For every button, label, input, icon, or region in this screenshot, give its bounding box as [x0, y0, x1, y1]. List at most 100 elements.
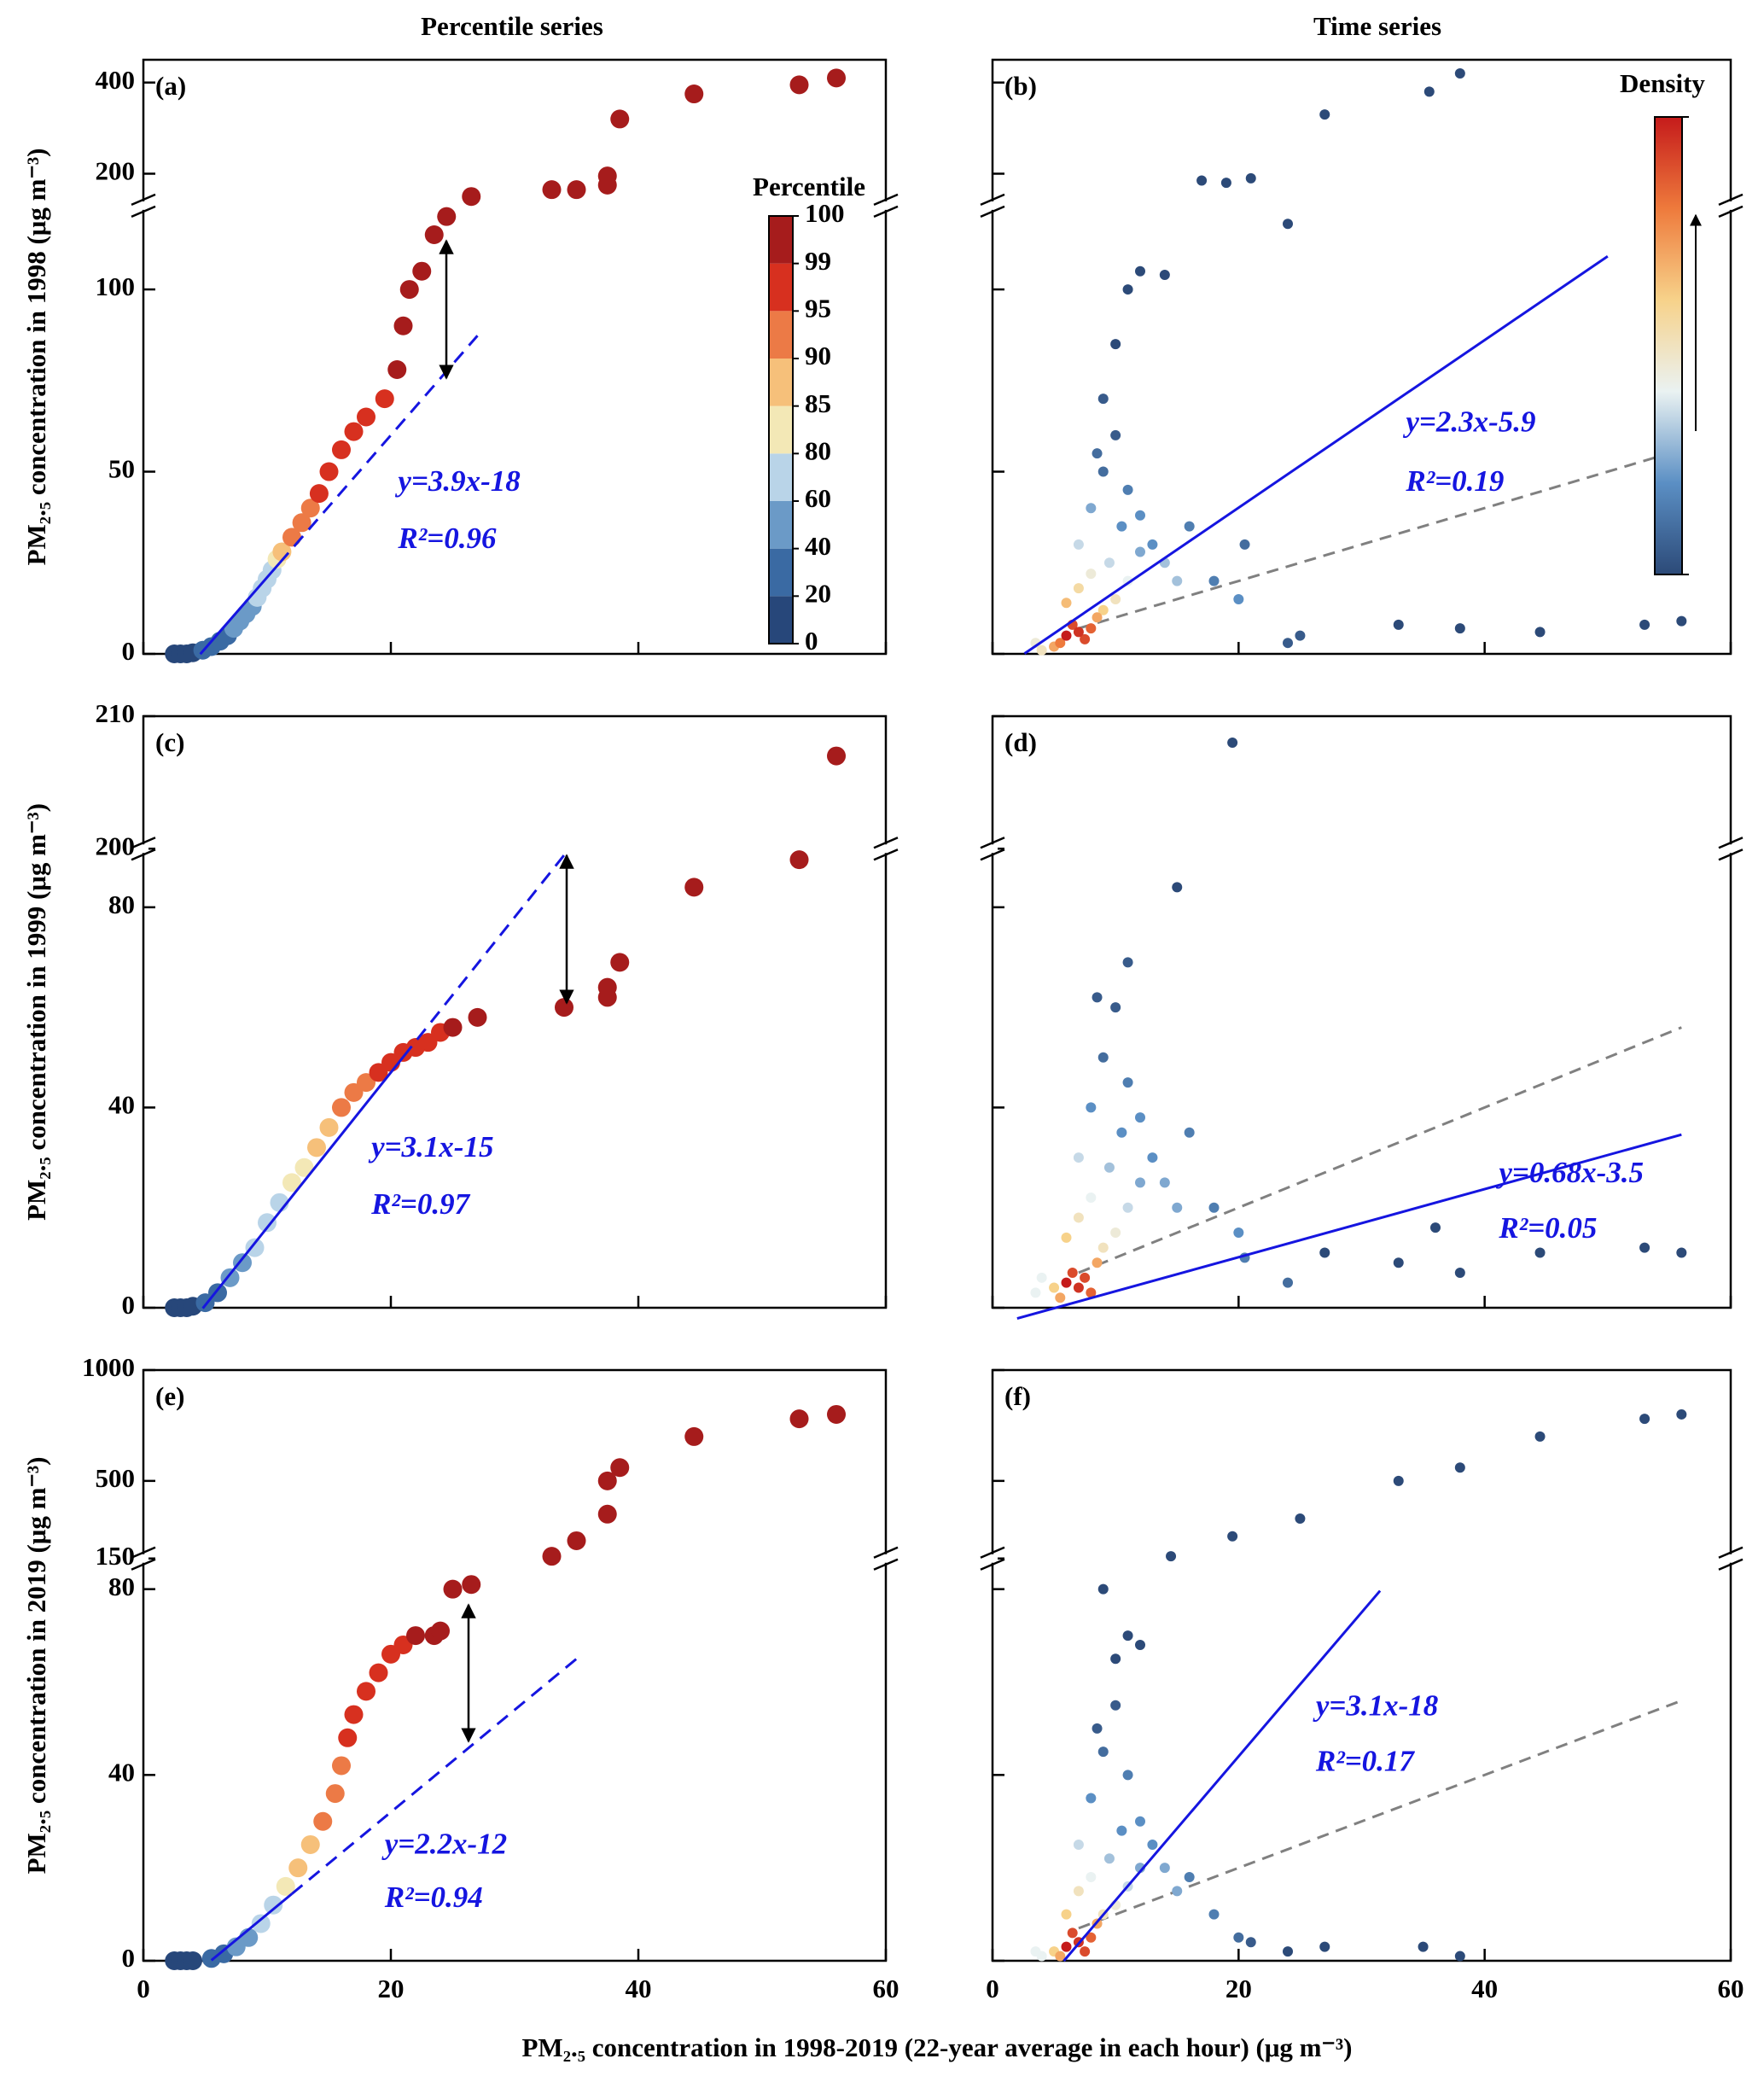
colorbar-tick-label: 100	[805, 198, 845, 228]
percentile-point	[462, 1575, 481, 1595]
fit-r-squared: R²=0.94	[384, 1881, 483, 1914]
colorbar-title: Density	[1620, 68, 1705, 98]
density-point	[1166, 1551, 1177, 1562]
density-point	[1110, 339, 1121, 350]
density-point	[1135, 510, 1145, 521]
colorbar-tick-label: 60	[805, 483, 831, 513]
colorbar-segment	[769, 453, 793, 501]
density-point	[1073, 539, 1084, 550]
percentile-point	[424, 225, 444, 245]
density-point	[1073, 1282, 1084, 1293]
percentile-point	[789, 850, 809, 870]
axis-break-gap	[138, 844, 148, 854]
plot-frame	[142, 1368, 888, 1962]
percentile-point	[319, 462, 339, 481]
y-tick-label: 210	[96, 698, 136, 728]
axis-break	[1718, 205, 1744, 219]
density-point	[1122, 1202, 1133, 1213]
density-point	[1418, 1941, 1429, 1952]
density-point	[1116, 1127, 1127, 1138]
axis-break-gap	[987, 201, 998, 210]
density-point	[1122, 1077, 1133, 1088]
axis-break	[873, 837, 899, 849]
axis-break	[980, 193, 1005, 207]
axis-break	[873, 1558, 899, 1571]
x-tick-label: 60	[873, 1974, 899, 2003]
axis-break	[131, 205, 156, 219]
fit-r-squared: R²=0.05	[1498, 1211, 1597, 1245]
percentile-point	[375, 389, 394, 409]
panel-label: (e)	[155, 1381, 184, 1411]
axis-break-gap	[138, 1554, 148, 1563]
x-tick-label: 40	[1471, 1974, 1498, 2003]
density-point	[1061, 1277, 1072, 1288]
density-point	[1055, 638, 1066, 649]
y-tick-label: 0	[122, 1290, 136, 1320]
colorbar-tick-label: 40	[805, 531, 831, 561]
density-point	[1061, 598, 1072, 609]
density-point	[1233, 1228, 1244, 1239]
density-point	[1639, 1242, 1650, 1253]
percentile-point	[610, 109, 630, 129]
density-point	[1135, 265, 1145, 277]
density-point	[1080, 1272, 1091, 1283]
percentile-point	[251, 1914, 271, 1933]
density-point	[1073, 1152, 1084, 1163]
density-point	[1676, 615, 1687, 627]
density-point	[1423, 86, 1435, 97]
axis-break	[1718, 1546, 1744, 1559]
density-point	[1030, 1287, 1041, 1298]
percentile-point	[393, 316, 413, 335]
density-point	[1172, 1886, 1183, 1897]
percentile-point	[245, 1238, 265, 1257]
colorbar-segment	[769, 263, 793, 312]
density-point	[1073, 1212, 1084, 1223]
percentile-point	[567, 1531, 586, 1550]
y-tick-label: 100	[96, 271, 136, 301]
density-point	[1319, 1941, 1330, 1952]
density-point	[1233, 593, 1244, 604]
fit-equation: y=3.1x-15	[368, 1130, 493, 1163]
axis-break	[980, 1558, 1005, 1571]
density-point	[1184, 1872, 1195, 1883]
density-point	[1080, 1946, 1091, 1957]
density-point	[1196, 175, 1208, 186]
percentile-point	[332, 440, 351, 459]
percentile-point	[789, 75, 809, 95]
density-point	[1159, 269, 1170, 280]
density-point	[1135, 1177, 1145, 1188]
reference-line	[1078, 448, 1682, 630]
axis-break	[131, 837, 156, 849]
density-point	[1534, 627, 1546, 638]
percentile-point	[542, 180, 562, 200]
percentile-point	[412, 261, 432, 281]
axis-break	[1718, 1558, 1744, 1571]
density-point	[1534, 1431, 1546, 1442]
density-point	[1061, 1941, 1072, 1952]
y-tick-label: 0	[122, 1943, 136, 1973]
density-point	[1110, 429, 1121, 440]
colorbar-segment	[769, 359, 793, 406]
axis-break	[1718, 193, 1744, 207]
density-point	[1393, 619, 1404, 630]
colorbar-segment	[769, 548, 793, 597]
density-point	[1061, 1909, 1072, 1920]
density-point	[1080, 633, 1091, 644]
density-point	[1116, 521, 1127, 532]
percentile-point	[387, 359, 407, 379]
x-tick-label: 60	[1718, 1974, 1744, 2003]
density-point	[1430, 1222, 1441, 1233]
axis-break	[873, 1546, 899, 1559]
percentile-point	[307, 1138, 326, 1158]
colorbar-tick-label: 80	[805, 435, 831, 465]
axis-break	[873, 205, 899, 219]
fit-equation: y=2.3x-5.9	[1402, 405, 1535, 438]
plot-frame	[142, 58, 888, 656]
axis-break-gap	[1726, 1554, 1736, 1563]
density-point	[1172, 882, 1183, 893]
y-axis-label: PM₂.₅ concentration in 1999 (μg m⁻³)	[21, 803, 51, 1221]
density-point	[1110, 1228, 1121, 1239]
panel: 0 40 80 200 210 (c) PM₂.₅ concentration in 199…	[21, 698, 899, 1320]
fit-line	[1016, 1133, 1682, 1320]
